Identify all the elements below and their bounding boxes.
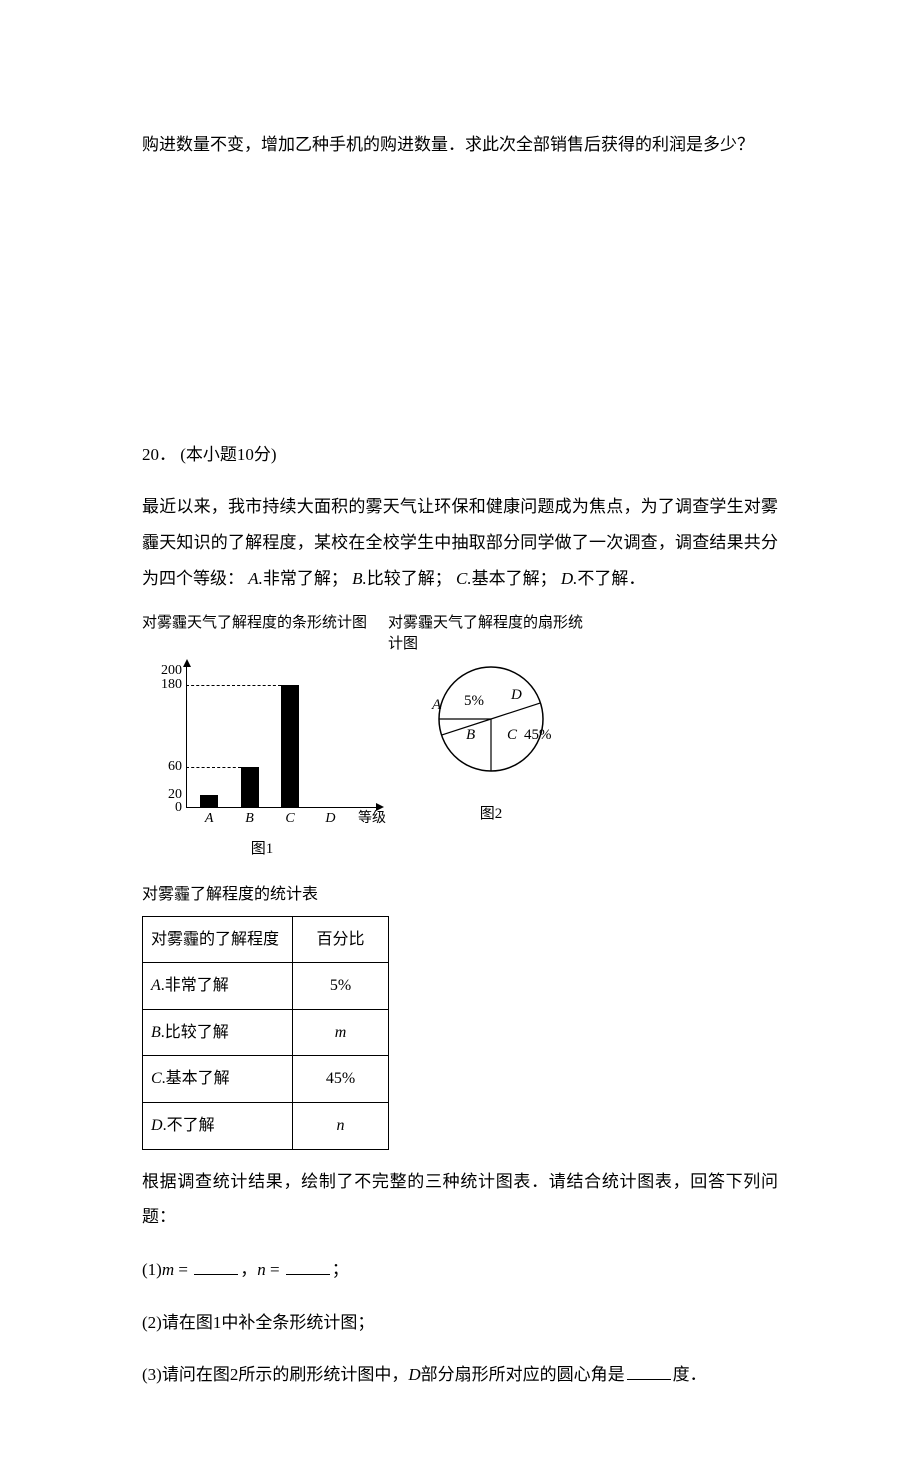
th-percent: 百分比: [293, 916, 389, 963]
sub-question-3: (3)请问在图2所示的刷形统计图中，D部分扇形所对应的圆心角是度．: [142, 1357, 778, 1393]
bar: [241, 767, 259, 808]
q20-intro: 最近以来，我市持续大面积的雾天气让环保和健康问题成为焦点，为了调查学生对雾霾天知…: [142, 489, 778, 596]
bar-xtick: B: [245, 812, 254, 826]
cell-level: D.不了解: [143, 1102, 293, 1149]
table-caption: 对雾霾了解程度的统计表: [142, 878, 778, 912]
th-level: 对雾霾的了解程度: [143, 916, 293, 963]
charts-row: 等级 020 60 180200 A B C D 图1 A 5% B C 45% D 图2: [142, 657, 778, 866]
bar-xtick: C: [285, 812, 294, 826]
pie-label: 45%: [524, 727, 552, 743]
table-row: D.不了解n: [143, 1102, 389, 1149]
sub-question-2: (2)请在图1中补全条形统计图；: [142, 1305, 778, 1341]
bar-chart: 等级 02060180200ABCD: [142, 657, 382, 832]
cell-level: A.非常了解: [143, 963, 293, 1010]
q19-continued: 购进数量不变，增加乙种手机的购进数量．求此次全部销售后获得的利润是多少？: [142, 127, 778, 163]
bar-ytick: 180: [142, 678, 182, 692]
bar: [200, 795, 218, 809]
blank-angle: [627, 1363, 671, 1380]
bar-x-caption: 等级: [358, 812, 386, 826]
bar-xtick: A: [205, 812, 214, 826]
table-row: B.比较了解m: [143, 1009, 389, 1056]
sub-question-1: (1)m = ，n = ；: [142, 1252, 778, 1288]
cell-percent: n: [293, 1102, 389, 1149]
blank-m: [194, 1258, 238, 1275]
pie-label: 5%: [464, 693, 484, 709]
fig2-label: 图2: [396, 799, 586, 831]
blank-n: [286, 1258, 330, 1275]
bar-guide-line: [186, 767, 241, 768]
pie-label: D: [510, 687, 522, 703]
after-table-text: 根据调查统计结果，绘制了不完整的三种统计图表．请结合统计图表，回答下列问题：: [142, 1164, 778, 1235]
bar-y-arrow-icon: [183, 659, 191, 667]
bar: [281, 685, 299, 808]
chart-titles: 对雾霾天气了解程度的条形统计图 对雾霾天气了解程度的扇形统计图: [142, 613, 778, 655]
pie-label: C: [507, 727, 518, 743]
bar-ytick: 60: [142, 760, 182, 774]
cell-percent: m: [293, 1009, 389, 1056]
pie-label: B: [466, 727, 475, 743]
pie-chart: A 5% B C 45% D: [396, 657, 586, 797]
pie-chart-box: A 5% B C 45% D 图2: [396, 657, 586, 831]
cell-level: B.比较了解: [143, 1009, 293, 1056]
table-row: C.基本了解45%: [143, 1056, 389, 1103]
table-header-row: 对雾霾的了解程度 百分比: [143, 916, 389, 963]
bar-ytick: 200: [142, 664, 182, 678]
bar-ytick: 20: [142, 788, 182, 802]
page: 购进数量不变，增加乙种手机的购进数量．求此次全部销售后获得的利润是多少？ 20．…: [0, 0, 920, 1470]
spacer: [142, 180, 778, 420]
cell-level: C.基本了解: [143, 1056, 293, 1103]
pie-label: A: [431, 697, 442, 713]
fig1-label: 图1: [142, 834, 382, 866]
q20-header: 20． (本小题10分): [142, 437, 778, 473]
bar-xtick: D: [325, 812, 335, 826]
cell-percent: 5%: [293, 963, 389, 1010]
bar-chart-box: 等级 02060180200ABCD 图1: [142, 657, 382, 866]
q20-number: 20．: [142, 445, 176, 464]
pie-chart-title: 对雾霾天气了解程度的扇形统计图: [388, 613, 588, 655]
bar-plot-area: [186, 671, 372, 808]
stats-table: 对雾霾的了解程度 百分比 A.非常了解5%B.比较了解mC.基本了解45%D.不…: [142, 916, 389, 1150]
bar-chart-title: 对雾霾天气了解程度的条形统计图: [142, 613, 382, 655]
bar-guide-line: [186, 685, 281, 686]
bar-ytick: 0: [142, 801, 182, 815]
cell-percent: 45%: [293, 1056, 389, 1103]
table-row: A.非常了解5%: [143, 963, 389, 1010]
